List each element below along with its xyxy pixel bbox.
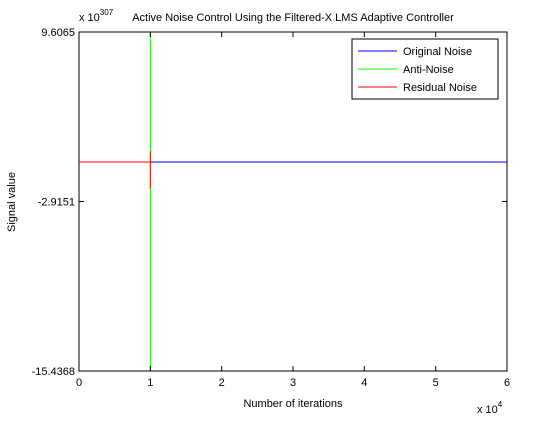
chart-title: Active Noise Control Using the Filtered-… (132, 12, 454, 24)
y-axis-multiplier-base: x 10 (79, 12, 100, 24)
x-axis-multiplier-base: x 10 (477, 404, 498, 416)
legend-label: Anti-Noise (403, 64, 454, 76)
y-axis-label: Signal value (6, 172, 18, 232)
x-axis-multiplier-exponent: 4 (498, 400, 503, 409)
y-axis-multiplier-exponent: 307 (100, 8, 114, 17)
x-tick-label: 0 (76, 377, 82, 389)
legend-label: Residual Noise (403, 82, 477, 94)
x-tick-label: 6 (504, 377, 510, 389)
x-tick-label: 4 (361, 377, 367, 389)
x-tick-label: 1 (147, 377, 153, 389)
x-tick-label: 5 (433, 377, 439, 389)
x-tick-label: 3 (290, 377, 296, 389)
y-tick-label: 9.6065 (41, 27, 75, 39)
x-axis-label: Number of iterations (243, 398, 343, 410)
x-tick-label: 2 (219, 377, 225, 389)
legend-label: Original Noise (403, 46, 472, 58)
y-tick-label: -15.4368 (32, 366, 75, 378)
y-tick-label: -2.9151 (38, 196, 75, 208)
legend: Original Noise Anti-Noise Residual Noise (352, 39, 498, 99)
